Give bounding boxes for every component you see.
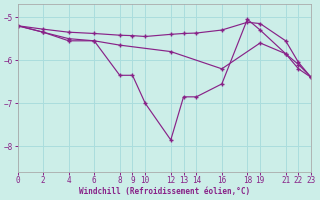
X-axis label: Windchill (Refroidissement éolien,°C): Windchill (Refroidissement éolien,°C) bbox=[79, 187, 250, 196]
